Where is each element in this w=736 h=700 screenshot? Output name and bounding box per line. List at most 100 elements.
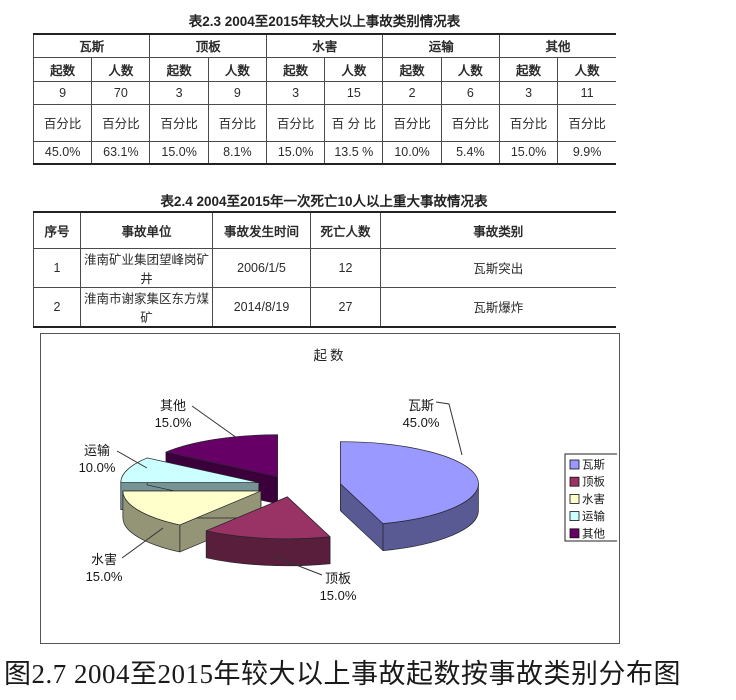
- table-percent-header-cell: 百分比: [149, 103, 209, 142]
- pie-slice-group: [340, 441, 479, 552]
- table-subheader-cell: 人数: [440, 56, 500, 82]
- leader-line: [116, 450, 148, 469]
- table-percent-cell: 15.0%: [498, 140, 559, 165]
- table-row: 45.0% 63.1% 15.0% 8.1% 15.0% 13.5 % 10.0% 5.4% 1…: [32, 140, 616, 165]
- table-count-cell: 3: [149, 80, 209, 105]
- table-count-cell: 3: [265, 80, 326, 105]
- pie-value-label: 45.0%: [403, 415, 440, 430]
- table-percent-cell: 8.1%: [207, 140, 267, 165]
- table-cell: 2006/1/5: [212, 247, 311, 288]
- table-percent-header-cell: 百分比: [207, 103, 267, 142]
- table-group-header-cell: 瓦斯: [32, 33, 151, 58]
- pie-value-label: 15.0%: [155, 415, 192, 430]
- table-percent-cell: 63.1%: [91, 140, 151, 165]
- table-group-header-cell: 其他: [498, 33, 616, 58]
- table-group-header-cell: 运输: [382, 33, 500, 58]
- table-cell: 1: [33, 247, 81, 288]
- table-header-cell: 事故发生时间: [212, 211, 311, 249]
- table-subheader-cell: 起数: [149, 56, 209, 82]
- table-percent-cell: 10.0%: [382, 140, 442, 165]
- legend-item-label: 顶板: [582, 475, 605, 489]
- table-header-cell: 事故单位: [80, 211, 213, 249]
- figure-caption: 图2.7 2004至2015年较大以上事故起数按事故类别分布图: [4, 659, 681, 689]
- leader-line: [435, 401, 463, 456]
- table-row: 起数 人数 起数 人数 起数 人数 起数 人数 起数 人数: [32, 56, 616, 82]
- table-row: 9 70 3 9 3 15 2 6 3 11: [32, 80, 616, 105]
- table-cell: 淮南矿业集团望峰岗矿井: [80, 247, 213, 288]
- table-count-cell: 6: [440, 80, 500, 105]
- table-subheader-cell: 起数: [498, 56, 559, 82]
- table-subheader-cell: 人数: [324, 56, 384, 82]
- table-count-cell: 9: [207, 80, 267, 105]
- legend-item-label: 水害: [582, 492, 605, 506]
- table-subheader-cell: 人数: [557, 56, 616, 82]
- table-percent-header-cell: 百 分 比: [324, 103, 384, 142]
- legend-item-label: 其他: [582, 527, 605, 540]
- legend-item-label: 瓦斯: [582, 459, 605, 472]
- table-cell: 12: [310, 247, 381, 288]
- legend-swatch: [569, 493, 580, 504]
- pie-label: 运输: [84, 443, 110, 458]
- table-percent-header-cell: 百分比: [91, 103, 151, 142]
- pie-label: 水害: [91, 552, 117, 567]
- table-subheader-cell: 起数: [382, 56, 442, 82]
- table-percent-cell: 15.0%: [265, 140, 326, 165]
- table-percent-header-cell: 百分比: [498, 103, 559, 142]
- table-percent-cell: 13.5 %: [324, 140, 384, 165]
- leader-line: [191, 405, 238, 439]
- table-header-cell: 序号: [33, 211, 81, 249]
- table-count-cell: 15: [324, 80, 384, 105]
- table-count-cell: 3: [498, 80, 559, 105]
- pie-slice-top: [165, 434, 278, 478]
- table-group-header-cell: 水害: [265, 33, 384, 58]
- table-percent-header-cell: 百分比: [32, 103, 93, 142]
- table-cell: 淮南市谢家集区东方煤矿: [80, 286, 213, 327]
- pie-label: 瓦斯: [408, 398, 434, 413]
- table-percent-cell: 15.0%: [149, 140, 209, 165]
- table-row: 百分比 百分比 百分比 百分比 百分比百 分 比百分比 百分比 百分比 百分比: [32, 103, 616, 142]
- table-count-cell: 11: [557, 80, 616, 105]
- legend-swatch: [569, 476, 580, 487]
- pie-slice-top: [122, 490, 262, 526]
- pie-chart: 瓦斯 45.0% 顶板 15.0% 水害 15.0% 运输 10.0% 其他 15.0% 起数瓦斯顶…: [79, 348, 619, 603]
- table-header-cell: 事故类别: [380, 211, 616, 249]
- table-percent-header-cell: 百分比: [265, 103, 326, 142]
- table-row: 2 淮南市谢家集区东方煤矿 2014/8/19 27 瓦斯爆炸: [33, 286, 616, 327]
- legend-swatch: [569, 459, 580, 470]
- table-subheader-cell: 起数: [32, 56, 93, 82]
- table-percent-header-cell: 百分比: [440, 103, 500, 142]
- pie-slice-group: [205, 496, 331, 567]
- pie-slice-top: [205, 496, 331, 540]
- pie-value-label: 15.0%: [86, 569, 123, 584]
- chart-title: 起数: [314, 348, 347, 363]
- pie-slice-top: [120, 457, 260, 483]
- table-cell: 瓦斯突出: [380, 247, 616, 288]
- table-count-cell: 2: [382, 80, 442, 105]
- table-cell: 27: [310, 286, 381, 327]
- table-2-4: 序号 事故单位 事故发生时间 死亡人数 事故类别 1 淮南矿业集团望峰岗矿井 2006/1/5…: [33, 211, 616, 328]
- table-percent-header-cell: 百分比: [382, 103, 442, 142]
- table-2-4-title: 表2.4 2004至2015年一次死亡10人以上重大事故情况表: [160, 194, 488, 209]
- table-subheader-cell: 起数: [265, 56, 326, 82]
- table-cell: 2: [33, 286, 81, 327]
- pie-value-label: 10.0%: [79, 460, 116, 475]
- table-cell: 瓦斯爆炸: [380, 286, 616, 327]
- table-cell: 2014/8/19: [212, 286, 311, 327]
- table-row: 1 淮南矿业集团望峰岗矿井 2006/1/5 12 瓦斯突出: [33, 247, 616, 288]
- table-percent-header-cell: 百分比: [557, 103, 616, 142]
- table-percent-cell: 45.0%: [32, 140, 93, 165]
- table-2-3: 瓦斯 顶板 水害 运输 其他 起数 人数 起数 人数 起数 人数 起数 人数 起数 人数 9 70 3 9 3 15 2 6…: [32, 33, 616, 165]
- table-2-3-title: 表2.3 2004至2015年较大以上事故类别情况表: [188, 14, 461, 29]
- leader-line: [272, 555, 323, 576]
- table-header-cell: 死亡人数: [310, 211, 381, 249]
- legend-swatch: [569, 528, 580, 539]
- table-row: 序号 事故单位 事故发生时间 死亡人数 事故类别: [33, 211, 616, 249]
- table-count-cell: 70: [91, 80, 151, 105]
- table-percent-cell: 5.4%: [440, 140, 500, 165]
- pie-label: 其他: [160, 398, 186, 413]
- table-subheader-cell: 人数: [207, 56, 267, 82]
- legend-swatch: [569, 511, 580, 522]
- table-group-header-cell: 顶板: [149, 33, 267, 58]
- table-subheader-cell: 人数: [91, 56, 151, 82]
